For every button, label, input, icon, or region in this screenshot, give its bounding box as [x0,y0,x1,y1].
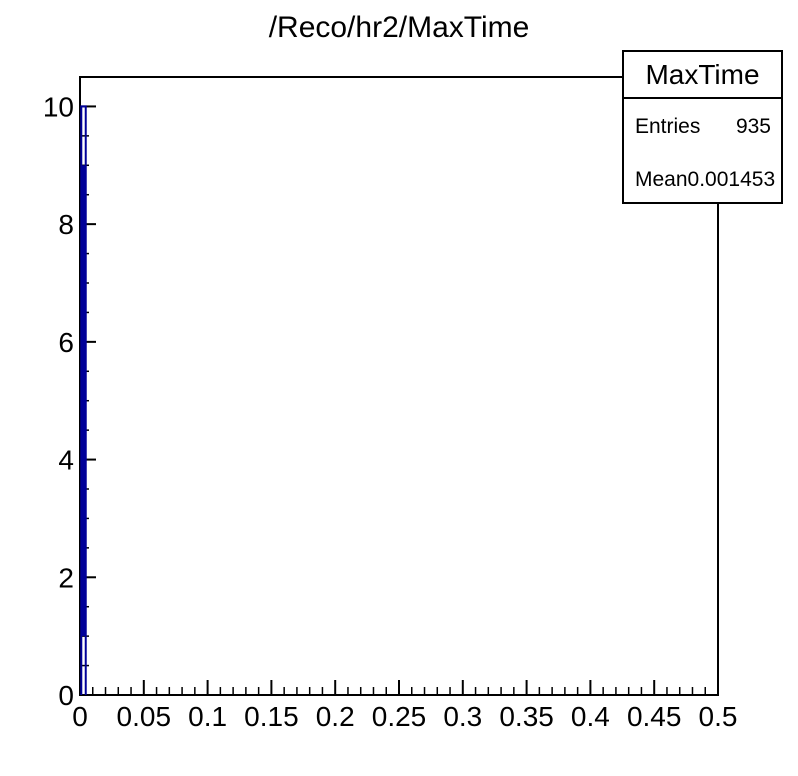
y-tick-label: 2 [58,562,74,593]
x-tick-label: 0.45 [627,701,682,732]
histogram-bar-solid [81,165,86,637]
stats-entries-label: Entries [635,115,701,138]
stats-mean-label: Mean [635,168,688,191]
x-tick-label: 0.5 [699,701,738,732]
y-tick-label: 4 [58,445,74,476]
x-tick-label: 0 [72,701,88,732]
x-tick-label: 0.35 [499,701,554,732]
x-tick-label: 0.2 [316,701,355,732]
x-tick-label: 0.1 [188,701,227,732]
stats-entries-row: Entries 935 [635,115,771,139]
stats-mean-value: 0.001453 [687,168,776,191]
x-tick-label: 0.05 [117,701,172,732]
x-tick-label: 0.4 [571,701,610,732]
x-tick-label: 0.3 [443,701,482,732]
stats-entries-value: 935 [735,115,771,138]
x-tick-label: 0.25 [372,701,427,732]
y-tick-label: 6 [58,327,74,358]
stats-mean-row: Mean 0.001453 [635,168,775,192]
plot-frame [79,76,719,696]
y-tick-label: 8 [58,209,74,240]
stats-box: MaxTime Entries 935 Mean 0.001453 [622,50,783,204]
plot-title: /Reco/hr2/MaxTime [268,11,530,44]
x-tick-label: 0.15 [244,701,299,732]
y-tick-label: 10 [43,91,74,122]
y-tick-label: 0 [58,680,74,711]
stats-box-body: Entries 935 Mean 0.001453 [624,99,781,192]
stats-box-title: MaxTime [624,52,781,99]
